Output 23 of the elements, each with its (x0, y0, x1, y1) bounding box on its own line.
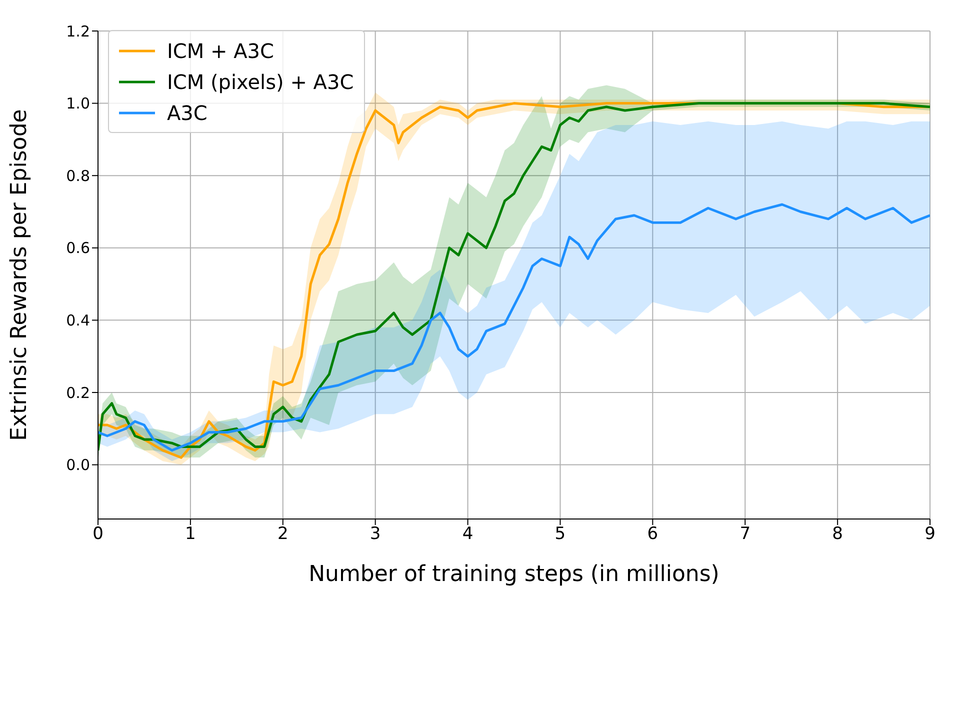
line-series (98, 203, 930, 452)
x-tick-label: 8 (832, 524, 843, 544)
y-axis-title: Extrinsic Rewards per Episode (6, 109, 32, 441)
x-tick-label: 9 (924, 524, 936, 544)
x-tick-label: 3 (370, 524, 381, 544)
y-tick-label: 0.0 (66, 456, 90, 474)
legend-label: ICM + A3C (167, 38, 274, 62)
x-tick-label: 5 (554, 524, 566, 544)
x-tick-label: 2 (277, 524, 288, 544)
legend-label: ICM (pixels) + A3C (167, 70, 354, 94)
y-tick-label: 0.8 (66, 166, 90, 185)
x-tick-label: 1 (185, 524, 196, 544)
y-tick-label: 0.4 (66, 312, 90, 330)
x-tick-label: 0 (92, 524, 104, 544)
x-axis-title: Number of training steps (in millions) (308, 562, 720, 587)
y-tick-label: 0.6 (66, 239, 90, 258)
y-tick-label: 1.2 (66, 22, 90, 40)
x-tick-label: 4 (462, 524, 474, 544)
y-tick-label: 1.0 (66, 94, 90, 113)
x-tick-label: 6 (647, 524, 658, 544)
legend-label: A3C (167, 100, 208, 124)
y-tick-label: 0.2 (66, 384, 90, 402)
x-tick-label: 7 (740, 524, 751, 544)
